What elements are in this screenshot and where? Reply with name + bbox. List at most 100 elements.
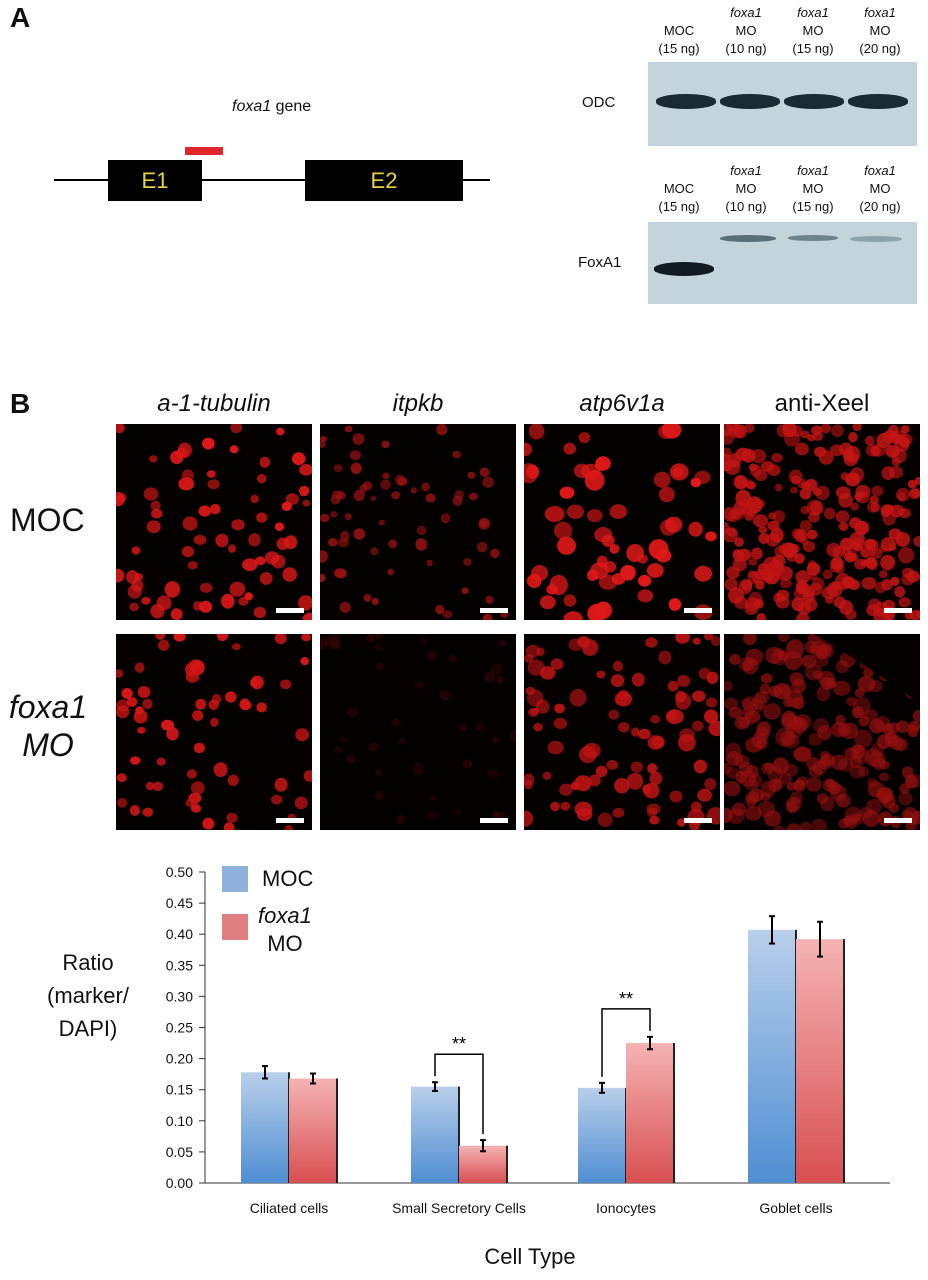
lane-label-line1: foxa1 bbox=[864, 163, 896, 178]
lane-label-line1: foxa1 bbox=[797, 5, 829, 20]
y-tick-label: 0.25 bbox=[166, 1020, 193, 1036]
lane-label-line3: (10 ng) bbox=[725, 199, 767, 214]
bar-moc-4 bbox=[748, 929, 796, 1183]
lane-label-line3: (15 ng) bbox=[792, 199, 834, 214]
legend-swatch-moc bbox=[222, 866, 248, 892]
lane-label-line3: (20 ng) bbox=[859, 41, 901, 56]
odc-band-lane-1 bbox=[656, 94, 716, 109]
gene-name: foxa1 bbox=[232, 98, 272, 115]
odc-gel-image bbox=[648, 62, 917, 146]
y-tick-label: 0.20 bbox=[166, 1051, 193, 1067]
row-label-foxa1-line1: foxa1 bbox=[8, 689, 88, 725]
scale-bar bbox=[480, 608, 508, 613]
lane-label-4: foxa1 MO (20 ng) bbox=[845, 162, 915, 216]
ylabel-line-3: DAPI) bbox=[58, 1016, 118, 1041]
foxa1-gel-image bbox=[648, 222, 917, 304]
micrograph-moc-anti-xeel bbox=[724, 424, 920, 620]
micrograph-foxa1-anti-xeel bbox=[724, 634, 920, 830]
micrograph-moc-itpkb bbox=[320, 424, 516, 620]
scale-bar bbox=[684, 818, 712, 823]
scale-bar bbox=[276, 818, 304, 823]
exon-2: E2 bbox=[305, 160, 463, 201]
bar-moc-1 bbox=[241, 1072, 289, 1183]
micrograph-moc-atp6v1a bbox=[524, 424, 720, 620]
scale-bar bbox=[276, 608, 304, 613]
micrograph-foxa1-tubulin bbox=[116, 634, 312, 830]
lane-label-3: foxa1 MO (15 ng) bbox=[778, 162, 848, 216]
significance-label: ** bbox=[452, 1034, 466, 1054]
column-header-anti-xeel: anti-Xeel bbox=[774, 390, 870, 417]
lane-label-line2: MO bbox=[869, 23, 891, 38]
significance-bracket bbox=[434, 1053, 484, 1135]
legend-label-foxa1: foxa1 MO bbox=[258, 902, 312, 958]
bar-chart: 0.00 0.05 0.10 0.15 0.20 0.25 0.30 0.35 0.40 0.45… bbox=[166, 864, 890, 1216]
legend-foxa1-rest: MO bbox=[267, 931, 303, 956]
ylabel-line-2: (marker/ bbox=[47, 983, 129, 1008]
lane-label-line1: MOC bbox=[663, 181, 695, 196]
row-label-foxa1-mo: foxa1 MO bbox=[8, 688, 88, 764]
category-label: Ciliated cells bbox=[250, 1200, 329, 1216]
scale-bar bbox=[684, 608, 712, 613]
exon-1: E1 bbox=[108, 160, 202, 201]
y-tick-label: 0.05 bbox=[166, 1144, 193, 1160]
lane-label-line1: foxa1 bbox=[797, 163, 829, 178]
lane-label-2: foxa1 MO (10 ng) bbox=[711, 4, 781, 58]
y-tick-label: 0.50 bbox=[166, 864, 193, 880]
legend-label-moc: MOC bbox=[262, 866, 314, 891]
row-label-moc: MOC bbox=[10, 502, 85, 538]
lane-label-line3: (15 ng) bbox=[658, 41, 700, 56]
gene-label: foxa1 gene bbox=[232, 98, 311, 116]
category-label: Ionocytes bbox=[596, 1200, 656, 1216]
lane-label-4: foxa1 MO (20 ng) bbox=[845, 4, 915, 58]
y-tick-label: 0.10 bbox=[166, 1113, 193, 1129]
bar-moc-2 bbox=[411, 1086, 459, 1183]
gene-backbone-line bbox=[54, 179, 490, 181]
lane-label-line3: (10 ng) bbox=[725, 41, 767, 56]
column-header-itpkb: itpkb bbox=[392, 390, 444, 417]
lane-label-line3: (20 ng) bbox=[859, 199, 901, 214]
column-header-tubulin: a-1-tubulin bbox=[157, 390, 271, 417]
micrograph-foxa1-atp6v1a bbox=[524, 634, 720, 830]
y-tick-label: 0.45 bbox=[166, 895, 193, 911]
gene-suffix: gene bbox=[271, 98, 312, 115]
lane-label-1: MOC (15 ng) bbox=[644, 22, 714, 58]
odc-band-lane-4 bbox=[848, 94, 908, 109]
scale-bar bbox=[884, 818, 912, 823]
y-tick-label: 0.15 bbox=[166, 1082, 193, 1098]
gel-top-row-label: ODC bbox=[582, 94, 616, 111]
micrograph-moc-tubulin bbox=[116, 424, 312, 620]
bar-foxa1-1 bbox=[289, 1078, 337, 1183]
foxa1-band-lane-4 bbox=[850, 236, 902, 242]
odc-band-lane-2 bbox=[720, 94, 780, 109]
ylabel-line-1: Ratio bbox=[62, 950, 114, 975]
chart-y-axis-label: Ratio (marker/ DAPI) bbox=[30, 946, 146, 1045]
panel-a-letter: A bbox=[10, 2, 31, 33]
y-tick-label: 0.30 bbox=[166, 988, 193, 1004]
lane-label-line2: MO bbox=[735, 23, 757, 38]
lane-label-line1: MOC bbox=[663, 23, 695, 38]
lane-label-line2: MO bbox=[735, 181, 757, 196]
micrograph-foxa1-itpkb bbox=[320, 634, 516, 830]
foxa1-band-lane-3 bbox=[788, 235, 838, 241]
lane-label-line2: MO bbox=[802, 181, 824, 196]
morpholino-target-marker bbox=[185, 147, 223, 155]
foxa1-band-lane-2 bbox=[720, 235, 776, 242]
lane-label-line3: (15 ng) bbox=[792, 41, 834, 56]
bar-foxa1-4 bbox=[796, 939, 844, 1183]
y-tick-label: 0.40 bbox=[166, 926, 193, 942]
lane-label-line2: MO bbox=[802, 23, 824, 38]
gel-bottom-row-label: FoxA1 bbox=[578, 254, 622, 271]
scale-bar bbox=[480, 818, 508, 823]
scale-bar bbox=[884, 608, 912, 613]
y-tick-label: 0.35 bbox=[166, 957, 193, 973]
lane-label-3: foxa1 MO (15 ng) bbox=[778, 4, 848, 58]
lane-label-1: MOC (15 ng) bbox=[644, 180, 714, 216]
chart-x-axis-label: Cell Type bbox=[484, 1244, 576, 1269]
lane-label-line1: foxa1 bbox=[864, 5, 896, 20]
row-label-foxa1-line2: MO bbox=[22, 727, 74, 763]
lane-label-2: foxa1 MO (10 ng) bbox=[711, 162, 781, 216]
significance-label: ** bbox=[619, 989, 633, 1009]
lane-label-line2: MO bbox=[869, 181, 891, 196]
column-header-atp6v1a: atp6v1a bbox=[579, 390, 665, 417]
odc-band-lane-3 bbox=[784, 94, 844, 109]
